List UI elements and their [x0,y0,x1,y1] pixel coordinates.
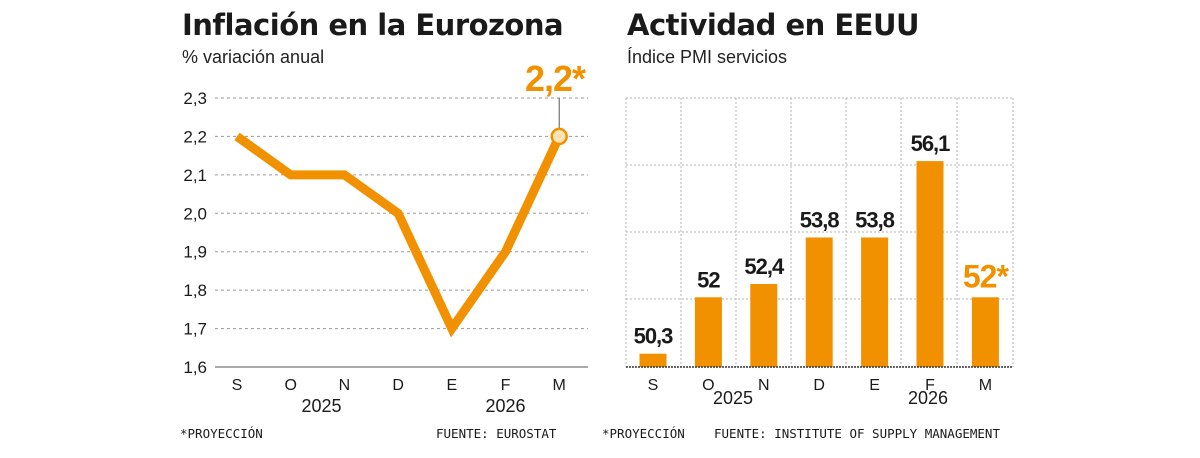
inflation-subtitle: % variación anual [182,47,325,67]
bar-value-label: 56,1 [911,131,951,156]
bar-value-label: 53,8 [800,207,840,232]
pmi-bar-chart: 50,3 S 52 O 52,4 N 53,8 D 53,8 E 56,1 F 52* M 2025 2026 [625,97,1014,408]
inflation-title: Inflación en la Eurozona [182,8,564,42]
x-tick-label: E [446,377,457,394]
x-tick-label: O [702,377,714,394]
x-tick-label: M [979,377,992,394]
year-label: 2026 [485,396,525,416]
y-tick-label: 1,6 [183,358,207,377]
bar-value-label: 53,8 [855,207,895,232]
y-tick-label: 2,1 [183,166,207,185]
pmi-footnote: *PROYECCIÓN [602,426,685,441]
year-label: 2025 [302,396,342,416]
pmi-bar [694,297,722,367]
y-tick-label: 2,3 [183,89,207,108]
y-tick-label: 1,9 [183,243,207,262]
year-label: 2025 [713,388,753,408]
pmi-title: Actividad en EEUU [627,8,920,42]
y-tick-label: 2,2 [183,127,207,146]
x-tick-label: E [869,377,880,394]
y-tick-label: 1,8 [183,281,207,300]
x-tick-label: F [925,377,935,394]
x-tick-label: M [553,377,566,394]
bar-value-label: 52,4 [744,254,785,279]
x-tick-label: D [813,377,825,394]
x-tick-label: S [232,377,243,394]
bar-value-label: 50,3 [634,324,674,349]
highlight-data-label: 2,2* [525,58,586,99]
inflation-line-chart: 1,6 1,7 1,8 1,9 2,0 2,1 2,2 2,3 S O N D E F M 2025 2026 2… [183,58,588,416]
inflation-panel: Inflación en la Eurozona % variación anu… [180,8,588,441]
pmi-source: FUENTE: INSTITUTE OF SUPPLY MANAGEMENT [714,426,1000,441]
pmi-subtitle: Índice PMI servicios [627,47,788,67]
inflation-series-line [234,132,564,338]
year-label: 2026 [908,388,948,408]
pmi-bar [805,237,833,367]
x-tick-label: O [284,377,296,394]
x-tick-label: D [392,377,404,394]
bar-value-label: 52* [963,258,1010,294]
x-tick-label: N [758,377,770,394]
pmi-bar [750,283,778,367]
y-tick-label: 2,0 [183,204,207,223]
inflation-footnote: *PROYECCIÓN [180,426,263,441]
x-tick-label: N [339,377,351,394]
pmi-bar [861,237,889,367]
y-tick-label: 1,7 [183,320,207,339]
pmi-bar [916,161,944,367]
bar-value-label: 52 [697,267,720,292]
pmi-bar [971,297,999,367]
pmi-panel: Actividad en EEUU Índice PMI servicios 5… [600,0,1200,458]
highlight-point [550,127,568,146]
x-tick-label: S [648,377,659,394]
inflation-source: FUENTE: EUROSTAT [436,426,557,441]
pmi-bar [639,353,667,367]
x-tick-label: F [501,377,511,394]
